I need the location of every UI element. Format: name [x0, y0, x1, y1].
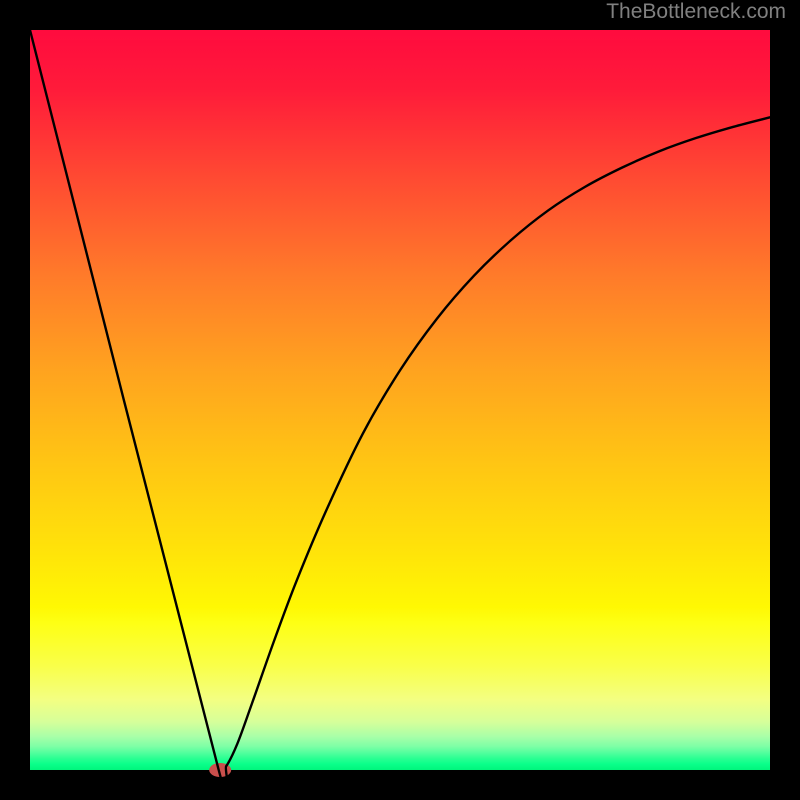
- watermark-text: TheBottleneck.com: [606, 0, 786, 24]
- plot-area-background: [30, 30, 770, 770]
- figure-root: TheBottleneck.com: [0, 0, 800, 800]
- chart-svg: [0, 0, 800, 800]
